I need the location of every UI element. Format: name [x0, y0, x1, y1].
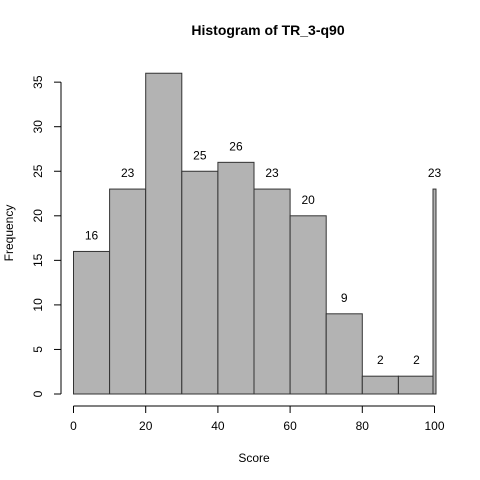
bar-value-label: 23 [265, 166, 279, 180]
y-tick-label: 25 [31, 164, 45, 178]
histogram-bar [109, 188, 147, 395]
bar-value-label: 25 [193, 148, 207, 162]
bar-value-label: 23 [121, 166, 135, 180]
histogram-bar [397, 375, 435, 395]
x-tick-label: 100 [424, 419, 444, 433]
bars-group [73, 72, 437, 395]
y-tick-label: 5 [31, 346, 45, 353]
bar-value-label: 9 [341, 291, 348, 305]
bar-value-label: 2 [377, 353, 384, 367]
bar-labels-group: 16 23 25 26 23 20 9 2 2 23 [85, 139, 442, 367]
y-axis-label: Frequency [2, 205, 16, 262]
histogram-bar [361, 375, 399, 395]
chart-title: Histogram of TR_3-q90 [191, 22, 344, 38]
x-tick-label: 0 [70, 419, 77, 433]
y-tick-label: 30 [31, 120, 45, 134]
x-tick-label: 60 [283, 419, 297, 433]
x-tick-label: 80 [356, 419, 370, 433]
histogram-bar [181, 170, 219, 395]
x-tick-label: 20 [139, 419, 153, 433]
y-tick-label: 20 [31, 209, 45, 223]
y-tick-label: 35 [31, 75, 45, 89]
y-axis: 0 5 10 15 20 25 30 35 [31, 75, 62, 397]
x-tick-label: 40 [211, 419, 225, 433]
bar-value-label: 2 [413, 353, 420, 367]
bar-value-label: 20 [301, 193, 315, 207]
y-tick-label: 0 [31, 390, 45, 397]
y-tick-label: 15 [31, 253, 45, 267]
bar-value-label: 23 [428, 166, 442, 180]
bar-value-label: 26 [229, 139, 243, 153]
y-tick-label: 10 [31, 298, 45, 312]
bar-value-label: 16 [85, 228, 99, 242]
histogram-bar [432, 188, 437, 395]
x-axis-label: Score [238, 451, 270, 465]
histogram-bar [73, 250, 111, 395]
histogram-bar [253, 188, 291, 395]
histogram-bar [217, 161, 255, 395]
histogram-bar [289, 215, 327, 395]
histogram-bar [325, 313, 363, 395]
histogram-bar [145, 72, 183, 395]
x-axis: 0 20 40 60 80 100 [70, 405, 445, 433]
